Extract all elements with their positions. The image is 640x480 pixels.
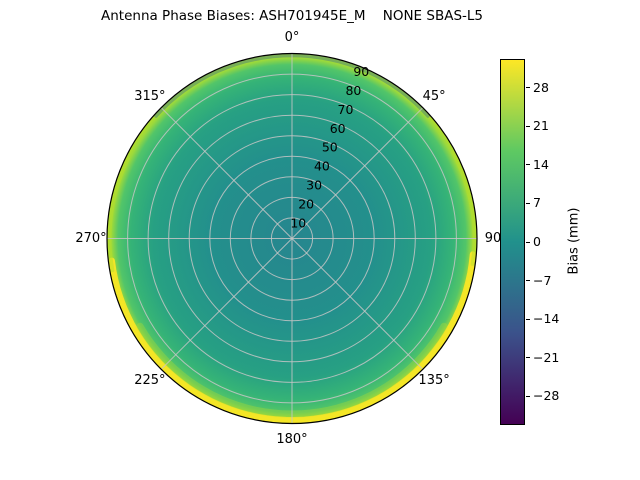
radial-tick-label: 90 [353, 64, 369, 79]
figure-title: Antenna Phase Biases: ASH701945E_M NONE … [100, 8, 484, 24]
colorbar-axis-label: Bias (mm) [566, 207, 582, 275]
azimuth-tick-label: 90 [485, 231, 502, 246]
colorbar [500, 59, 525, 425]
azimuth-tick-label: 270° [75, 231, 106, 246]
colorbar-tick-label: 14 [533, 156, 549, 172]
colorbar-tick-mark [526, 318, 530, 320]
grid-spoke [160, 107, 293, 239]
rim-highlight-left [107, 156, 130, 273]
colorbar-tick-label: 7 [533, 195, 541, 211]
colorbar-tick-mark [526, 164, 530, 166]
azimuth-tick-label: 315° [134, 89, 165, 104]
radial-tick-label: 10 [290, 216, 306, 231]
rim-highlight-bottom [108, 251, 476, 424]
polar-outline [106, 52, 478, 425]
colorbar-tick-mark [526, 357, 530, 359]
colorbar-tick-label: −7 [533, 272, 552, 288]
azimuth-tick-label: 45° [423, 89, 446, 104]
radial-tick-label: 80 [345, 83, 361, 98]
grid-spoke [291, 107, 424, 239]
radial-tick-label: 40 [314, 159, 330, 174]
colorbar-tick-mark [526, 280, 530, 282]
grid-spoke [160, 238, 293, 370]
grid-spoke [291, 238, 424, 370]
radial-tick-label: 30 [306, 178, 322, 193]
colorbar-tick-label: −14 [533, 311, 560, 327]
azimuth-tick-label: 225° [134, 373, 165, 388]
colorbar-tick-mark [526, 241, 530, 243]
colorbar-tick-label: 0 [533, 234, 541, 249]
radial-tick-label: 70 [338, 102, 354, 117]
colorbar-tick-label: 21 [533, 118, 549, 134]
azimuth-tick-label: 0° [285, 30, 300, 45]
colorbar-tick-mark [526, 202, 530, 204]
colorbar-tick-label: 28 [533, 79, 549, 95]
azimuth-tick-label: 135° [418, 373, 449, 388]
colorbar-tick-mark [526, 125, 530, 127]
colorbar-tick-label: −28 [533, 388, 560, 404]
colorbar-tick-mark [526, 395, 530, 397]
radial-tick-label: 50 [322, 140, 338, 155]
azimuth-tick-label: 180° [276, 432, 307, 447]
colorbar-tick-label: −21 [533, 349, 560, 365]
rim-highlight-right [451, 150, 477, 266]
radial-tick-label: 60 [330, 121, 346, 136]
radial-tick-label: 20 [298, 197, 314, 212]
colorbar-tick-mark [526, 87, 530, 89]
